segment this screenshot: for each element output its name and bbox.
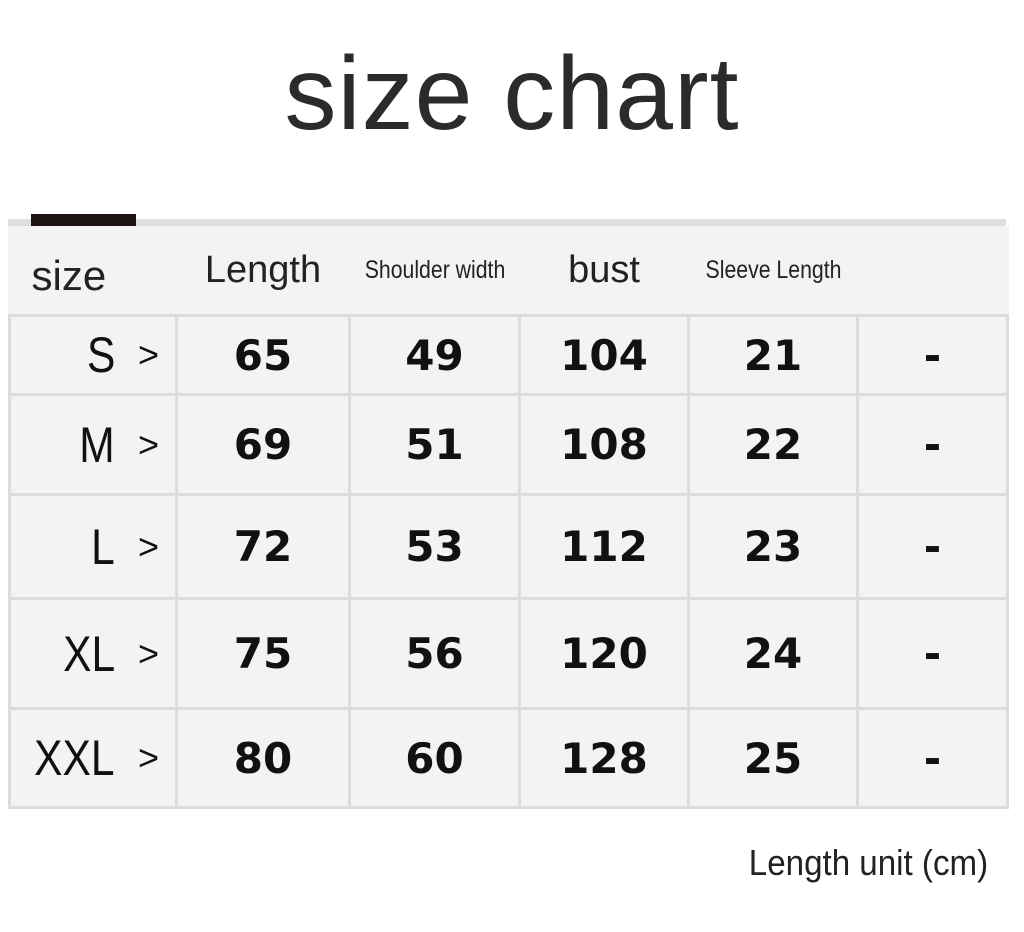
size-cell: S > (8, 314, 178, 396)
value-cell: - (856, 597, 1009, 710)
header-row: size Length Shoulder width bust Sleeve L… (9, 226, 1008, 317)
value-cell: 49 (348, 314, 521, 396)
value-cell: 112 (518, 493, 690, 600)
header-shoulder-width-label: Shoulder width (364, 255, 505, 284)
value-cell: 23 (687, 493, 859, 600)
value-cell: 56 (348, 597, 521, 710)
header-sleeve-length-label: Sleeve Length (705, 255, 841, 284)
header-size: size (9, 226, 177, 317)
unit-note: Length unit (cm) (748, 842, 988, 883)
arrow-icon: > (137, 334, 159, 375)
arrow-icon: > (137, 737, 159, 778)
table-row: XL >75 56 120 24- (8, 597, 1009, 710)
value-cell: 75 (175, 597, 351, 710)
size-label: S (86, 327, 115, 383)
value-cell: - (856, 493, 1009, 600)
table-row: XXL >80 60 128 25- (8, 707, 1009, 809)
size-label: L (91, 518, 115, 575)
value-cell: - (856, 393, 1009, 496)
value-cell: 25 (687, 707, 859, 809)
table-top-bar (8, 219, 1006, 226)
size-table: size Length Shoulder width bust Sleeve L… (8, 226, 1009, 809)
table-row: M >69 51 108 22- (8, 393, 1009, 496)
page-title: size chart (284, 36, 740, 152)
value-cell: - (856, 707, 1009, 809)
value-cell: 72 (175, 493, 351, 600)
header-shoulder-width: Shoulder width (349, 226, 520, 317)
value-cell: 120 (518, 597, 690, 710)
size-label: XL (63, 625, 115, 682)
arrow-icon: > (137, 632, 159, 674)
table-row: S >65 49 104 21- (8, 314, 1009, 396)
header-extra (857, 226, 1008, 317)
arrow-icon: > (137, 525, 159, 567)
size-cell: XXL > (8, 707, 178, 809)
table-row: L >72 53 112 23- (8, 493, 1009, 600)
size-cell: L > (8, 493, 178, 600)
value-cell: 65 (175, 314, 351, 396)
header-bust: bust (519, 226, 689, 317)
value-cell: 60 (348, 707, 521, 809)
value-cell: 128 (518, 707, 690, 809)
value-cell: 51 (348, 393, 521, 496)
value-cell: 24 (687, 597, 859, 710)
size-label: M (79, 416, 115, 473)
size-label: XXL (34, 730, 115, 786)
value-cell: 108 (518, 393, 690, 496)
value-cell: 53 (348, 493, 521, 600)
size-cell: XL > (8, 597, 178, 710)
header-sleeve-length: Sleeve Length (688, 226, 858, 317)
size-cell: M > (8, 393, 178, 496)
value-cell: 22 (687, 393, 859, 496)
arrow-icon: > (137, 423, 159, 465)
value-cell: 104 (518, 314, 690, 396)
header-length: Length (176, 226, 350, 317)
value-cell: 80 (175, 707, 351, 809)
value-cell: 69 (175, 393, 351, 496)
value-cell: 21 (687, 314, 859, 396)
value-cell: - (856, 314, 1009, 396)
